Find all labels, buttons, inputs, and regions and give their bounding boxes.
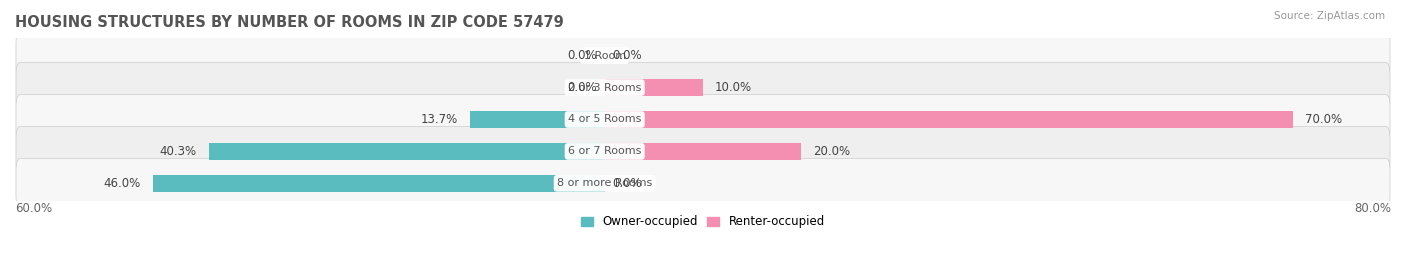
Text: Source: ZipAtlas.com: Source: ZipAtlas.com [1274,11,1385,21]
Text: 0.0%: 0.0% [567,49,598,62]
Text: 0.0%: 0.0% [613,177,643,190]
FancyBboxPatch shape [15,126,1391,176]
Text: 10.0%: 10.0% [714,81,752,94]
Text: 6 or 7 Rooms: 6 or 7 Rooms [568,146,641,156]
Bar [470,111,605,128]
Text: 80.0%: 80.0% [1354,202,1391,215]
FancyBboxPatch shape [15,158,1391,208]
Bar [208,143,605,160]
Text: 0.0%: 0.0% [613,49,643,62]
Bar [605,111,1292,128]
Text: 4 or 5 Rooms: 4 or 5 Rooms [568,115,641,125]
Text: 20.0%: 20.0% [813,145,851,158]
Text: 46.0%: 46.0% [104,177,141,190]
Text: 13.7%: 13.7% [420,113,458,126]
Text: 1 Room: 1 Room [583,51,626,61]
Legend: Owner-occupied, Renter-occupied: Owner-occupied, Renter-occupied [579,213,827,231]
FancyBboxPatch shape [15,63,1391,112]
FancyBboxPatch shape [15,95,1391,144]
Bar [153,175,605,192]
Bar [605,79,703,96]
Text: 70.0%: 70.0% [1305,113,1341,126]
Text: 0.0%: 0.0% [567,81,598,94]
Text: HOUSING STRUCTURES BY NUMBER OF ROOMS IN ZIP CODE 57479: HOUSING STRUCTURES BY NUMBER OF ROOMS IN… [15,15,564,30]
Text: 2 or 3 Rooms: 2 or 3 Rooms [568,83,641,93]
Text: 40.3%: 40.3% [160,145,197,158]
Text: 8 or more Rooms: 8 or more Rooms [557,178,652,188]
Text: 60.0%: 60.0% [15,202,52,215]
FancyBboxPatch shape [15,31,1391,80]
Bar [605,143,801,160]
